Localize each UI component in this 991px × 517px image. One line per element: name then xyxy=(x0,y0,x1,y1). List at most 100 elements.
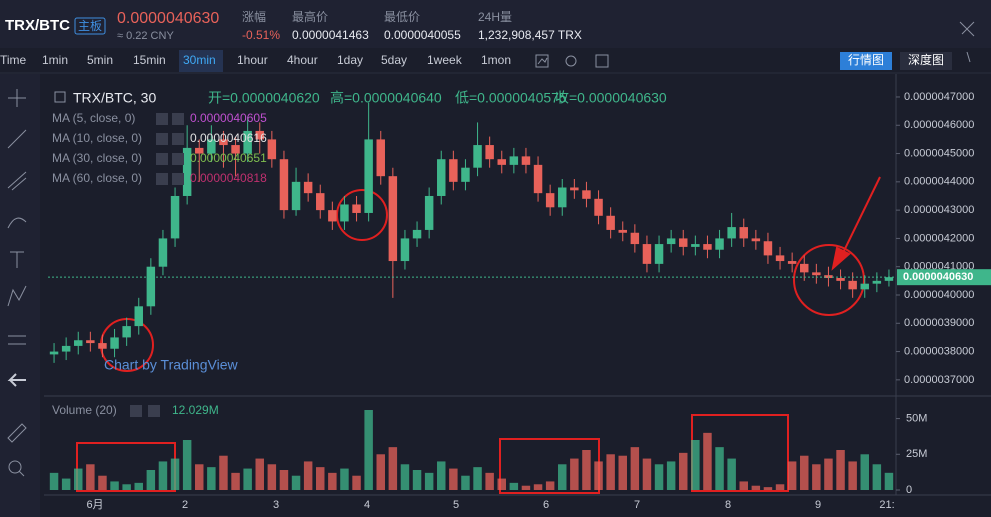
indicator-btn xyxy=(156,173,168,185)
ohlc-label: 低=0.0000040575 xyxy=(455,90,567,106)
indicator-name: MA (30, close, 0) xyxy=(52,151,142,165)
view-button-bg[interactable] xyxy=(840,52,892,70)
candle-body xyxy=(267,139,277,160)
candle-body xyxy=(158,238,168,267)
volume-bar xyxy=(618,455,627,490)
interval-button[interactable]: 5min xyxy=(87,53,113,67)
volume-bar xyxy=(558,464,567,490)
stat-label: 最高价 xyxy=(292,9,328,24)
side-toolbar xyxy=(0,74,40,517)
candle-body xyxy=(86,340,95,344)
volume-bar xyxy=(848,461,857,490)
candle-body xyxy=(570,187,579,191)
volume-bar xyxy=(642,458,652,490)
candle-body xyxy=(146,266,156,307)
interval-button[interactable]: 4hour xyxy=(287,53,318,67)
volume-bar xyxy=(376,454,385,490)
candle-body xyxy=(545,193,555,208)
interval-button[interactable]: 1mon xyxy=(481,53,511,67)
volume-bar xyxy=(98,475,107,490)
volume-bar xyxy=(606,454,615,490)
candle-body xyxy=(703,244,712,250)
interval-button[interactable]: Time xyxy=(0,53,27,67)
candle-body xyxy=(606,215,615,230)
interval-button[interactable]: 15min xyxy=(133,53,166,67)
x-tick-label: 4 xyxy=(364,499,370,511)
volume-bar xyxy=(582,450,591,490)
volume-bar xyxy=(279,470,289,490)
indicator-name: MA (60, close, 0) xyxy=(52,171,142,185)
candle-body xyxy=(860,283,869,290)
indicator-btn xyxy=(148,405,160,417)
indicator-btn xyxy=(172,153,184,165)
volume-bar xyxy=(195,464,204,490)
candle-body xyxy=(110,337,119,349)
volume-bar xyxy=(739,481,748,490)
view-button-bg[interactable] xyxy=(900,52,952,70)
price-tag: 0.0000040630 xyxy=(903,271,973,283)
candle-body xyxy=(279,159,289,211)
volume-bar xyxy=(255,458,264,490)
candle-body xyxy=(630,232,640,245)
watermark: Chart by TradingView xyxy=(104,357,238,373)
stat-label: 24H量 xyxy=(478,10,512,24)
candle-body xyxy=(775,255,785,262)
y-tick-label: 0.0000040000 xyxy=(904,289,974,301)
v-tick-label: 0 xyxy=(906,484,912,496)
ohlc-label: 高=0.0000040640 xyxy=(330,90,442,106)
interval-button[interactable]: 1hour xyxy=(237,53,268,67)
volume-bar xyxy=(74,468,83,490)
volume-bar xyxy=(824,458,833,490)
interval-button[interactable]: 1week xyxy=(427,53,463,67)
v-tick-label: 25M xyxy=(906,448,927,460)
stat-value: 0.0000040055 xyxy=(384,28,461,42)
volume-bar xyxy=(703,432,712,490)
y-tick-label: 0.0000038000 xyxy=(904,345,974,357)
candle-body xyxy=(74,340,83,346)
ohlc-label: 收=0.0000040630 xyxy=(555,90,667,106)
x-tick-label: 6 xyxy=(543,499,549,511)
y-tick-label: 0.0000045000 xyxy=(904,147,974,159)
candle-body xyxy=(751,238,761,242)
interval-button[interactable]: 1day xyxy=(337,53,363,67)
interval-button[interactable]: 1min xyxy=(42,53,68,67)
candle-body xyxy=(291,181,301,211)
side-icons xyxy=(7,21,975,477)
candle-body xyxy=(449,159,458,182)
volume-bar xyxy=(291,475,301,490)
volume-bar xyxy=(437,461,446,490)
candle-body xyxy=(412,229,422,239)
indicator-value: 0.0000040651 xyxy=(190,151,267,165)
legend-box xyxy=(54,91,66,103)
x-tick-label: 3 xyxy=(273,499,279,511)
candle-body xyxy=(521,156,531,165)
volume-bar xyxy=(243,468,252,490)
candle-body xyxy=(61,345,71,352)
candle-body xyxy=(533,164,543,194)
volume-bar xyxy=(763,487,773,490)
interval-button[interactable]: 5day xyxy=(381,53,407,67)
view-button[interactable]: 深度图 xyxy=(908,52,944,67)
volume-bar xyxy=(545,481,555,490)
candle-body xyxy=(763,241,773,256)
candle-body xyxy=(388,176,398,262)
candle-body xyxy=(49,351,59,355)
candle-body xyxy=(195,147,204,154)
volume-bar xyxy=(170,458,180,490)
candle-body xyxy=(654,244,664,264)
x-tick-label: 2 xyxy=(182,499,188,511)
interval-button[interactable]: 30min xyxy=(183,53,216,67)
y-tick-label: 0.0000043000 xyxy=(904,204,974,216)
volume-bar xyxy=(872,464,882,490)
candle-body xyxy=(461,167,470,182)
volume-bar xyxy=(231,472,240,490)
candle-body xyxy=(303,181,313,194)
view-button[interactable]: 行情图 xyxy=(848,53,884,67)
volume-bar xyxy=(219,455,228,490)
indicator-btn xyxy=(172,133,184,145)
volume-bar xyxy=(303,461,313,490)
volume-bar xyxy=(473,467,482,490)
x-tick-label: 9 xyxy=(815,499,821,511)
volume-bar xyxy=(49,472,59,490)
symbol: TRX/BTC xyxy=(5,17,70,34)
